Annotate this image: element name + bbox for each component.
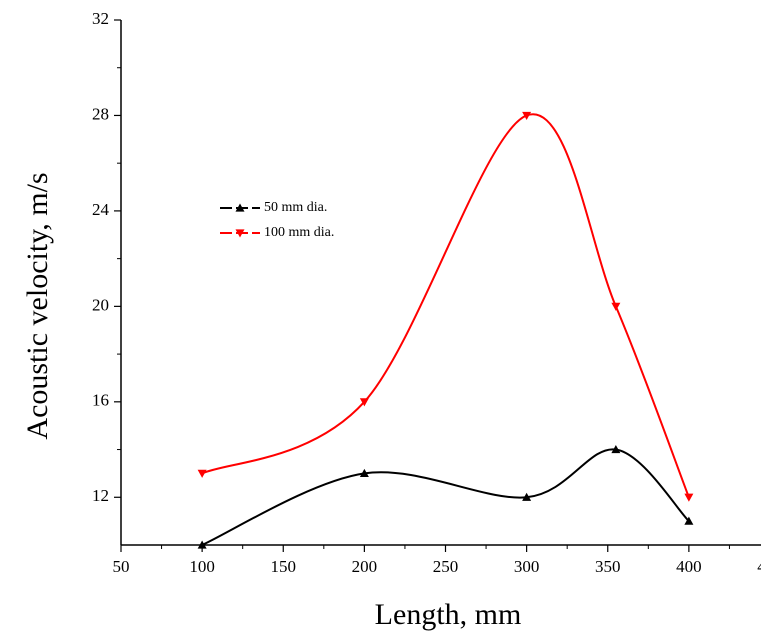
data-point	[611, 302, 621, 311]
y-tick-label: 24	[92, 200, 110, 219]
data-point	[359, 468, 369, 478]
y-tick-label: 32	[92, 9, 109, 28]
y-tick-label: 20	[92, 295, 109, 314]
data-point	[359, 398, 369, 407]
series-line	[201, 448, 690, 546]
data-point	[611, 445, 621, 454]
x-tick-label: 300	[514, 557, 540, 576]
legend-marker	[235, 203, 245, 212]
x-tick-label: 200	[352, 557, 378, 576]
data-point	[522, 111, 532, 120]
x-tick-label: 100	[189, 557, 215, 576]
x-tick-label: 400	[676, 557, 702, 576]
legend-label: 50 mm dia.	[264, 200, 327, 215]
x-axis-title: Length, mm	[375, 598, 522, 631]
legend-marker	[235, 229, 245, 238]
y-tick-label: 28	[92, 104, 109, 123]
data-point	[684, 493, 694, 502]
data-point	[684, 516, 694, 525]
data-point	[197, 540, 207, 549]
y-tick-label: 16	[92, 391, 109, 410]
data-point	[522, 492, 532, 501]
x-tick-label: 250	[433, 557, 459, 576]
x-tick-label: 350	[595, 557, 621, 576]
y-tick-label: 12	[92, 486, 109, 505]
data-point	[197, 469, 207, 478]
y-axis-title: Acoustic velocity, m/s	[21, 172, 54, 439]
x-tick-label: 150	[271, 557, 297, 576]
x-tick-label: 50	[113, 557, 130, 576]
legend-label: 100 mm dia.	[264, 225, 334, 240]
x-tick-label: 450	[757, 557, 761, 576]
